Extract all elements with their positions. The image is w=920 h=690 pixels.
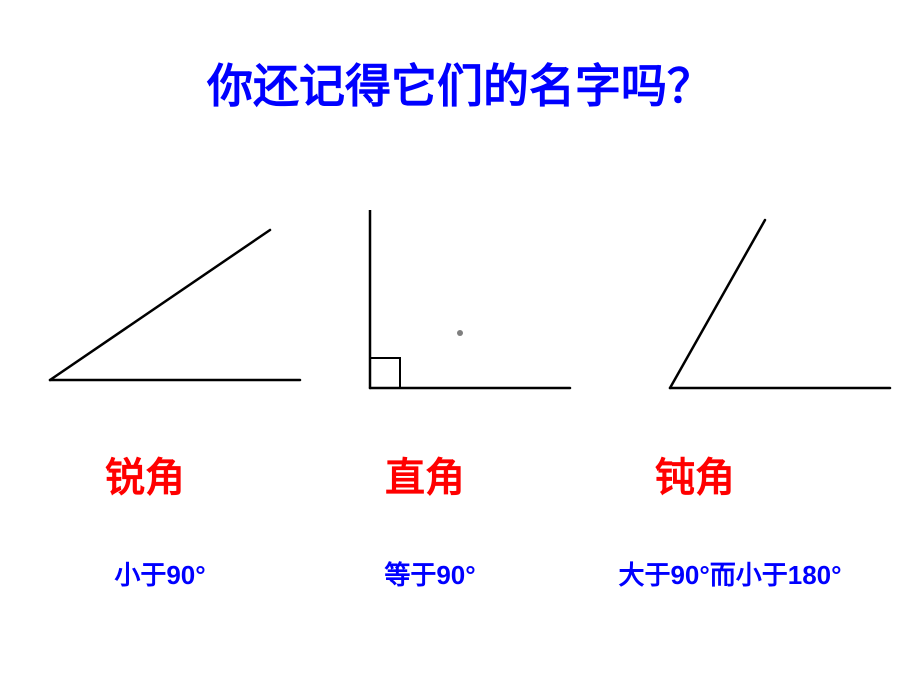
right-angle-diagram	[340, 210, 580, 410]
right-angle-name: 直角	[365, 445, 485, 503]
center-dot-icon	[457, 330, 463, 336]
page-title: 你还记得它们的名字吗？	[0, 50, 920, 116]
obtuse-angle-diagram	[600, 210, 900, 410]
acute-angle-name: 锐角	[85, 445, 205, 503]
obtuse-angle-desc: 大于90°而小于180°	[580, 555, 880, 592]
acute-angle-desc: 小于90°	[80, 555, 240, 592]
obtuse-angle-name: 钝角	[635, 445, 755, 503]
acute-angle-diagram	[40, 210, 320, 390]
right-angle-desc: 等于90°	[350, 555, 510, 592]
angle-diagram-row	[0, 210, 920, 410]
